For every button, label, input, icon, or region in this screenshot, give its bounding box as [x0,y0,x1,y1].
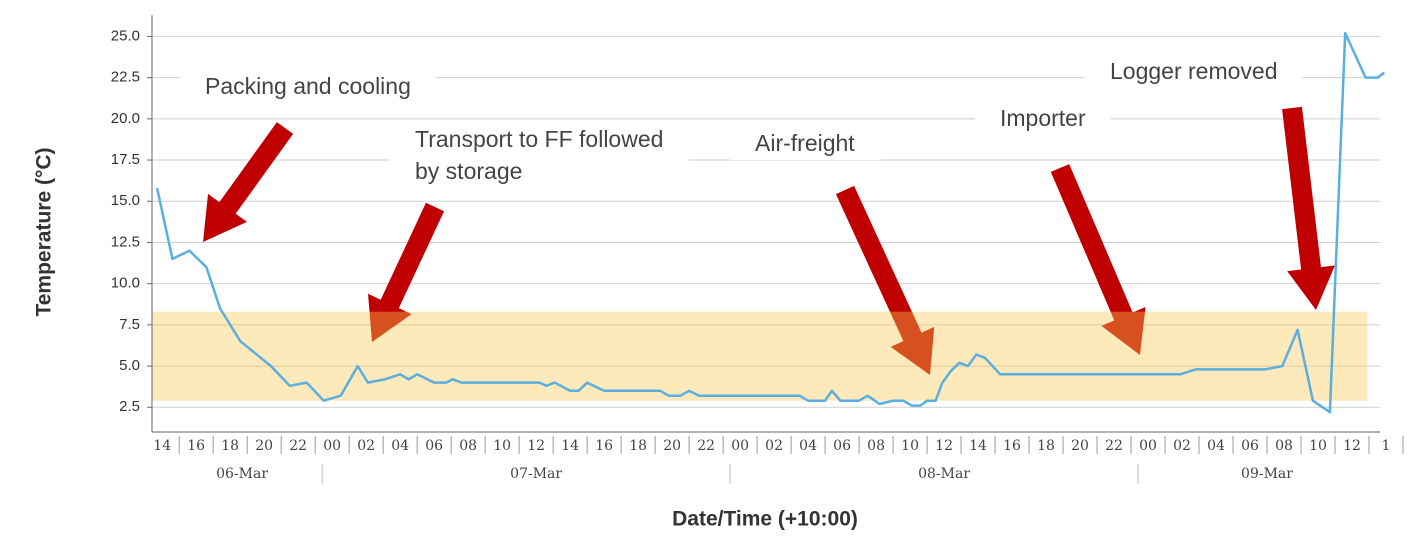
annotation: Transport to FF followed by storage [390,122,689,189]
y-axis-label: Temperature (°C) [33,147,56,316]
x-tick-label: 00 [323,438,341,454]
arrow [1282,106,1335,310]
date-label: 09-Mar [1241,466,1293,482]
x-tick-label: 14 [561,438,579,454]
x-tick-label: 16 [1003,438,1021,454]
annotation-bg [390,122,689,189]
annotation-bg [730,126,881,161]
annotation: Importer [975,101,1111,136]
x-tick-label: 04 [1207,438,1225,454]
x-tick-label: 22 [289,438,307,454]
x-tick-label: 10 [493,438,511,454]
x-axis-label: Date/Time (+10:00) [672,508,858,531]
x-tick-label: 04 [799,438,817,454]
x-tick-label: 10 [901,438,919,454]
annotation-text: Air-freight [755,130,855,156]
annotation: Logger removed [1085,54,1303,89]
annotation-text: Logger removed [1110,58,1278,84]
x-tick-label: 06 [425,438,443,454]
x-tick-label: 14 [153,438,171,454]
x-tick-label: 18 [629,438,647,454]
annotation-bg [1085,54,1303,89]
target-band [152,311,1368,401]
x-tick-label: 12 [527,438,545,454]
y-tick-label: 17.5 [111,151,140,168]
y-tick-label: 10.0 [111,275,140,292]
arrow [368,202,445,342]
x-tick-label: 06 [833,438,851,454]
x-tick-label: 18 [221,438,239,454]
annotation: Packing and cooling [180,69,436,104]
y-tick-label: 25.0 [111,27,140,44]
x-tick-label: 12 [935,438,953,454]
y-tick-label: 22.5 [111,69,140,86]
x-tick-label: 16 [187,438,205,454]
y-tick-label: 15.0 [111,192,140,209]
x-tick-label: 22 [697,438,715,454]
date-label: 08-Mar [918,466,970,482]
x-tick-label: 18 [1037,438,1055,454]
x-tick-label: 20 [1071,438,1089,454]
x-tick-label: 1 [1382,438,1391,454]
date-label: 06-Mar [216,466,268,482]
x-tick-label: 10 [1309,438,1327,454]
x-tick-label: 08 [867,438,885,454]
x-tick-label: 06 [1241,438,1259,454]
annotation-text: Importer [1000,105,1086,131]
annotation-bg [180,69,436,104]
annotation-bg [975,101,1111,136]
x-tick-label: 02 [1173,438,1191,454]
annotation-text: Packing and cooling [205,73,411,99]
arrow [835,185,935,375]
annotation-text: Transport to FF followed [415,126,663,152]
x-tick-label: 00 [1139,438,1157,454]
x-tick-label: 02 [765,438,783,454]
y-tick-label: 5.0 [119,357,140,374]
y-tick-label: 20.0 [111,110,140,127]
x-tick-label: 16 [595,438,613,454]
x-tick-label: 04 [391,438,409,454]
y-tick-label: 2.5 [119,398,140,415]
x-tick-label: 20 [663,438,681,454]
date-label: 07-Mar [510,466,562,482]
temperature-line [155,31,1386,414]
x-tick-label: 12 [1343,438,1361,454]
arrow [1050,164,1146,355]
y-tick-label: 12.5 [111,233,140,250]
annotation: Air-freight [730,126,881,161]
x-tick-label: 08 [1275,438,1293,454]
x-tick-label: 08 [459,438,477,454]
x-tick-label: 20 [255,438,273,454]
y-tick-label: 7.5 [119,316,140,333]
x-tick-label: 22 [1105,438,1123,454]
x-tick-label: 02 [357,438,375,454]
annotation-text: by storage [415,158,522,184]
x-tick-label: 00 [731,438,749,454]
x-tick-label: 14 [969,438,987,454]
arrow [203,122,294,242]
